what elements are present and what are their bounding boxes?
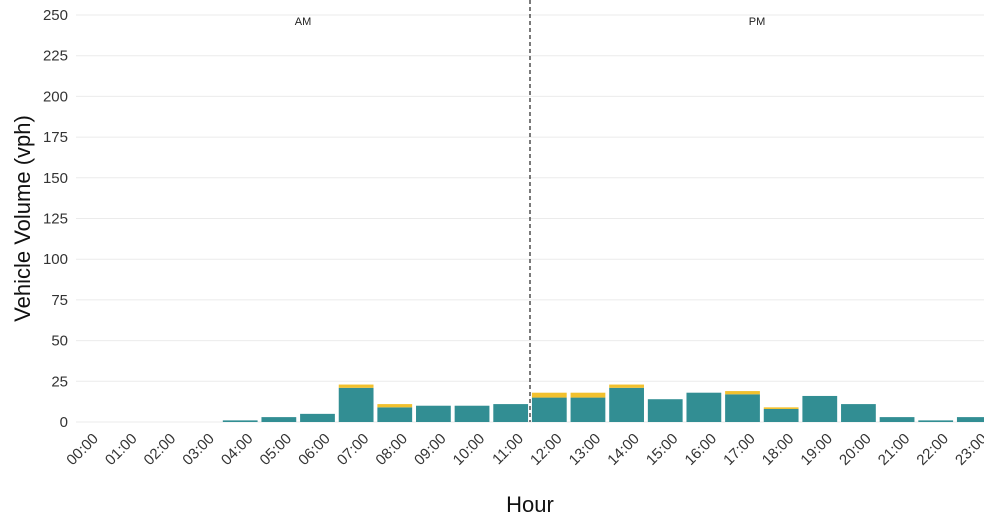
bar-09:00-series-1 [416, 405, 451, 422]
bar-16:00-series-1 [686, 392, 722, 422]
x-tick-label: 04:00 [218, 430, 257, 469]
x-tick-label: 06:00 [295, 430, 334, 469]
y-tick-label: 200 [43, 88, 68, 105]
x-tick-label: 15:00 [643, 430, 682, 469]
bar-11:00-series-1 [493, 404, 529, 422]
bar-18:00-series-1 [763, 408, 799, 422]
y-tick-label: 25 [51, 373, 68, 390]
y-tick-label: 225 [43, 48, 68, 65]
x-axis-title: Hour [506, 492, 554, 517]
bar-18:00-series-2 [763, 407, 799, 409]
y-tick-label: 0 [60, 414, 68, 431]
bar-21:00-series-1 [879, 417, 915, 422]
y-tick-label: 50 [51, 333, 68, 350]
x-tick-label: 02:00 [141, 430, 180, 469]
x-tick-label: 18:00 [759, 430, 798, 469]
y-tick-label: 75 [51, 292, 68, 309]
bar-13:00-series-1 [570, 397, 606, 422]
x-tick-label: 23:00 [952, 430, 984, 469]
bar-10:00-series-1 [454, 405, 490, 422]
bar-19:00-series-1 [802, 395, 838, 422]
x-tick-label: 10:00 [450, 430, 489, 469]
y-axis-title: Vehicle Volume (vph) [10, 115, 35, 322]
bar-07:00-series-2 [338, 384, 374, 388]
x-tick-label: 14:00 [604, 430, 643, 469]
x-tick-label: 03:00 [179, 430, 218, 469]
x-tick-label: 19:00 [797, 430, 836, 469]
bar-13:00-series-2 [570, 392, 606, 398]
bar-20:00-series-1 [841, 404, 876, 422]
x-tick-label: 07:00 [334, 430, 373, 469]
bar-12:00-series-1 [531, 397, 567, 422]
bar-08:00-series-1 [377, 407, 413, 422]
bar-12:00-series-2 [531, 392, 567, 398]
x-tick-label: 11:00 [489, 430, 527, 468]
y-tick-label: 175 [43, 129, 68, 146]
bar-15:00-series-1 [647, 399, 683, 422]
x-tick-label: 12:00 [527, 430, 566, 469]
x-tick-label: 17:00 [720, 430, 759, 469]
x-tick-labels: 00:00 01:00 02:00 03:00 04:00 05:00 06:00 07:00… [63, 430, 984, 469]
x-tick-label: 20:00 [836, 430, 875, 469]
x-tick-label: 09:00 [411, 430, 450, 469]
bar-07:00-series-1 [338, 387, 374, 422]
y-tick-label: 150 [43, 170, 68, 187]
x-tick-label: 13:00 [566, 430, 605, 469]
y-tick-label: 125 [43, 211, 68, 228]
x-tick-label: 16:00 [682, 430, 721, 469]
y-tick-labels: 0 25 50 75 100 125 150 175 200 225 250 [43, 7, 68, 431]
x-tick-label: 00:00 [63, 430, 102, 469]
y-tick-label: 100 [43, 251, 68, 268]
bar-06:00-series-1 [300, 413, 335, 422]
x-tick-label: 21:00 [875, 430, 914, 469]
x-tick-label: 05:00 [257, 430, 296, 469]
bars [222, 384, 984, 422]
pm-label: PM [749, 16, 766, 28]
bar-23:00-series-1 [956, 417, 984, 422]
x-tick-label: 01:00 [102, 430, 141, 469]
bar-22:00-series-1 [918, 420, 954, 422]
bar-04:00-series-1 [222, 420, 258, 422]
bar-14:00-series-1 [609, 387, 644, 422]
bar-08:00-series-2 [377, 404, 413, 408]
bar-17:00-series-2 [725, 391, 760, 395]
bar-05:00-series-1 [261, 417, 297, 422]
y-tick-label: 250 [43, 7, 68, 24]
x-tick-label: 22:00 [913, 430, 952, 469]
am-label: AM [295, 16, 312, 28]
bar-17:00-series-1 [725, 394, 760, 422]
bar-14:00-series-2 [609, 384, 644, 388]
x-tick-label: 08:00 [372, 430, 411, 469]
